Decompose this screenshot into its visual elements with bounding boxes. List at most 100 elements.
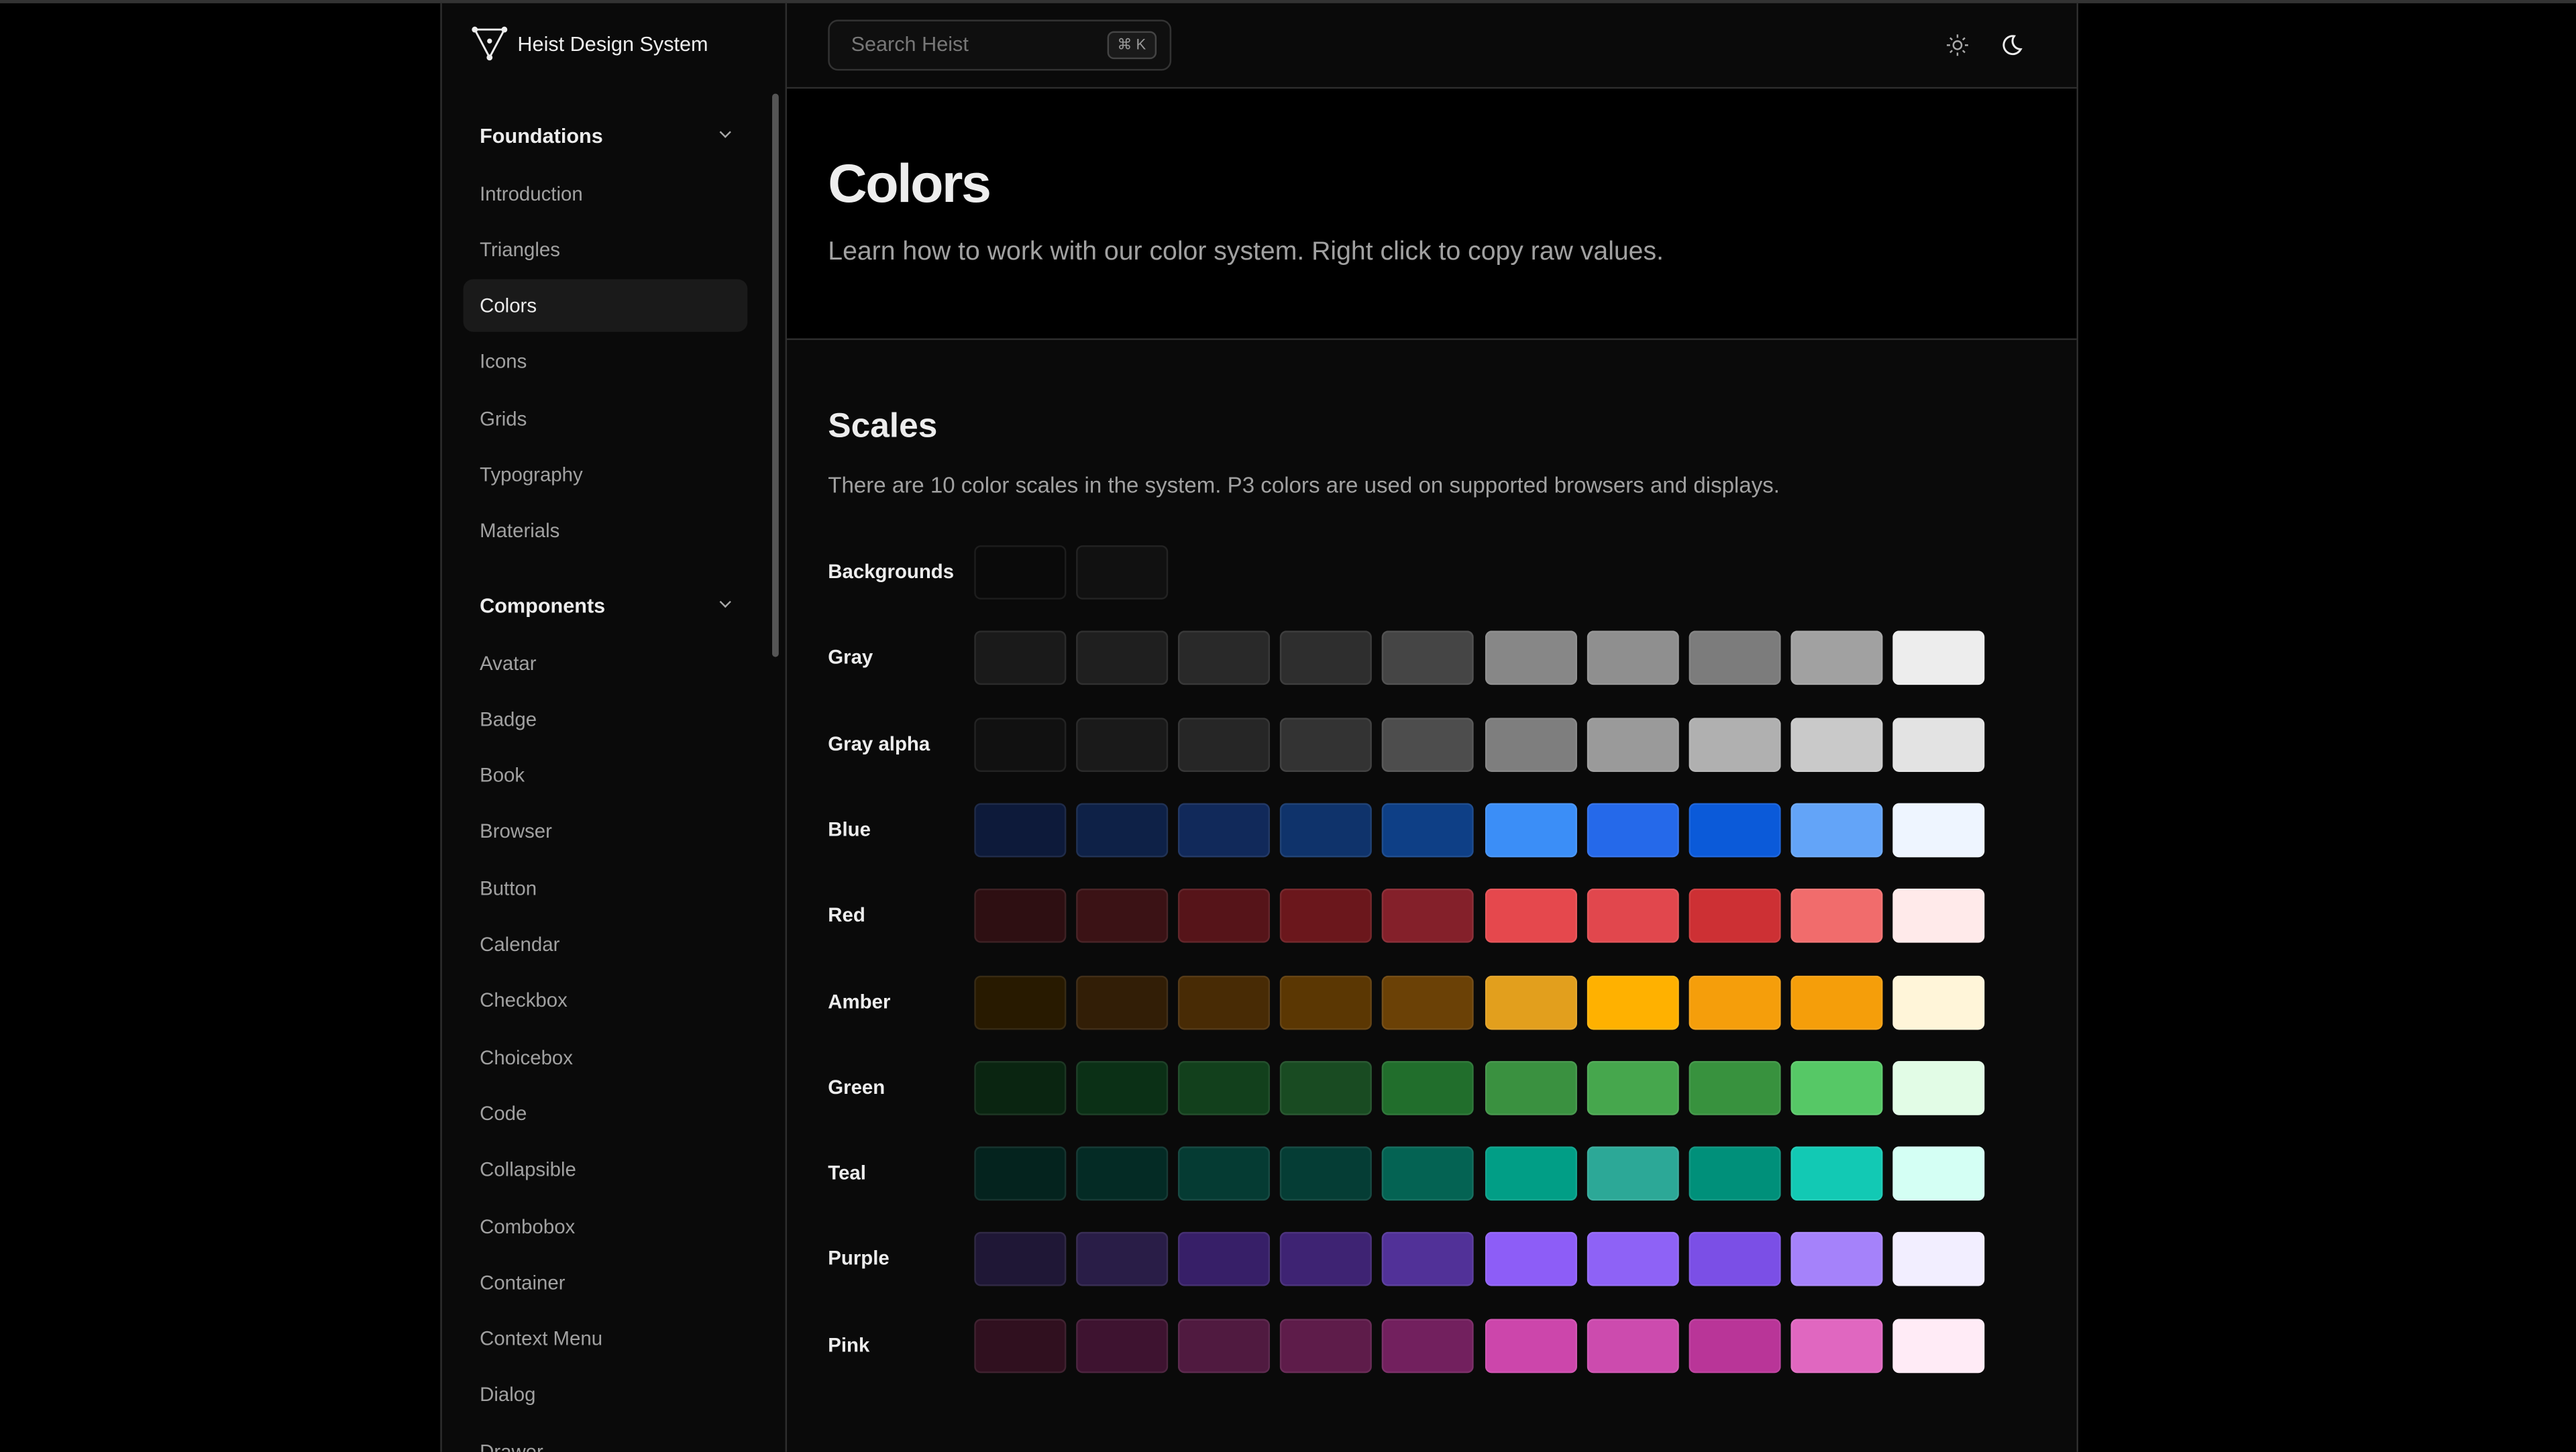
swatch[interactable] [1790,1060,1883,1115]
nav-item[interactable]: Button [480,877,537,900]
swatch[interactable] [1280,1060,1373,1115]
swatch[interactable] [1586,889,1678,944]
swatch[interactable] [1382,1318,1474,1373]
swatch[interactable] [1790,1146,1883,1201]
nav-item[interactable]: Dialog [480,1384,536,1407]
swatch[interactable] [1484,1318,1576,1373]
swatch[interactable] [1892,1318,1985,1373]
swatch[interactable] [1790,717,1883,772]
swatch[interactable] [1076,1146,1169,1201]
swatch[interactable] [1892,889,1985,944]
nav-item[interactable]: Badge [480,708,537,731]
nav-item[interactable]: Combobox [480,1215,576,1238]
swatch[interactable] [1076,803,1169,858]
nav-item[interactable]: Colors [480,294,537,317]
swatch[interactable] [1178,1318,1271,1373]
swatch[interactable] [1382,889,1474,944]
nav-section-title[interactable]: Components [480,594,606,618]
swatch[interactable] [1382,1232,1474,1287]
swatch[interactable] [974,631,1067,685]
swatch[interactable] [974,803,1067,858]
swatch[interactable] [1892,717,1985,772]
nav-item[interactable]: Typography [480,463,583,486]
swatch[interactable] [1484,1232,1576,1287]
swatch[interactable] [1076,1318,1169,1373]
swatch[interactable] [974,717,1067,772]
swatch[interactable] [1178,1060,1271,1115]
nav-item[interactable]: Choicebox [480,1046,573,1069]
swatch[interactable] [1076,1060,1169,1115]
swatch[interactable] [1892,803,1985,858]
swatch[interactable] [1688,1318,1780,1373]
swatch[interactable] [1178,974,1271,1029]
dark-theme-button[interactable] [1999,33,2024,58]
swatch[interactable] [1790,803,1883,858]
swatch[interactable] [1892,1060,1985,1115]
swatch[interactable] [1382,1060,1474,1115]
swatch[interactable] [1688,974,1780,1029]
swatch[interactable] [1586,803,1678,858]
swatch[interactable] [1586,631,1678,685]
swatch[interactable] [1892,631,1985,685]
swatch[interactable] [1892,1146,1985,1201]
nav-item[interactable]: Browser [480,820,552,844]
swatch[interactable] [1076,631,1169,685]
swatch[interactable] [1484,889,1576,944]
swatch[interactable] [974,974,1067,1029]
nav-item[interactable]: Container [480,1271,566,1294]
nav-item[interactable]: Calendar [480,933,560,956]
swatch[interactable] [1790,889,1883,944]
nav-item[interactable]: Materials [480,519,560,543]
swatch[interactable] [1586,974,1678,1029]
nav-item[interactable]: Context Menu [480,1327,603,1351]
swatch[interactable] [1790,1318,1883,1373]
swatch[interactable] [1484,1146,1576,1201]
swatch[interactable] [1178,631,1271,685]
swatch[interactable] [1586,1146,1678,1201]
swatch[interactable] [1280,1318,1373,1373]
swatch[interactable] [1076,717,1169,772]
swatch[interactable] [1076,889,1169,944]
swatch[interactable] [1688,889,1780,944]
nav-item[interactable]: Introduction [480,181,583,205]
swatch[interactable] [1586,1060,1678,1115]
swatch[interactable] [1178,803,1271,858]
nav-item[interactable]: Checkbox [480,989,568,1013]
swatch[interactable] [1688,803,1780,858]
swatch[interactable] [1382,803,1474,858]
swatch[interactable] [1484,717,1576,772]
nav-section-title[interactable]: Foundations [480,125,603,148]
swatch[interactable] [1586,1232,1678,1287]
swatch[interactable] [974,1318,1067,1373]
swatch[interactable] [1382,631,1474,685]
swatch[interactable] [1280,1146,1373,1201]
swatch[interactable] [1382,974,1474,1029]
swatch[interactable] [1892,974,1985,1029]
swatch[interactable] [974,889,1067,944]
nav-item[interactable]: Avatar [480,651,537,675]
nav-item[interactable]: Triangles [480,237,560,261]
nav-item[interactable]: Icons [480,350,527,374]
swatch[interactable] [1586,1318,1678,1373]
light-theme-button[interactable] [1945,33,1970,58]
nav-item[interactable]: Grids [480,406,527,430]
nav-item[interactable]: Drawer [480,1440,543,1452]
swatch[interactable] [1280,889,1373,944]
swatch[interactable] [1076,545,1169,600]
swatch[interactable] [974,1060,1067,1115]
swatch[interactable] [1280,1232,1373,1287]
swatch[interactable] [1688,1232,1780,1287]
swatch[interactable] [1484,1060,1576,1115]
swatch[interactable] [1178,1146,1271,1201]
swatch[interactable] [1178,1232,1271,1287]
nav-item[interactable]: Collapsible [480,1158,576,1182]
swatch[interactable] [1688,1060,1780,1115]
swatch[interactable] [1790,1232,1883,1287]
swatch[interactable] [974,545,1067,600]
swatch[interactable] [1790,631,1883,685]
swatch[interactable] [974,1146,1067,1201]
nav-item[interactable]: Code [480,1102,527,1125]
swatch[interactable] [1484,803,1576,858]
swatch[interactable] [1076,974,1169,1029]
swatch[interactable] [1280,974,1373,1029]
